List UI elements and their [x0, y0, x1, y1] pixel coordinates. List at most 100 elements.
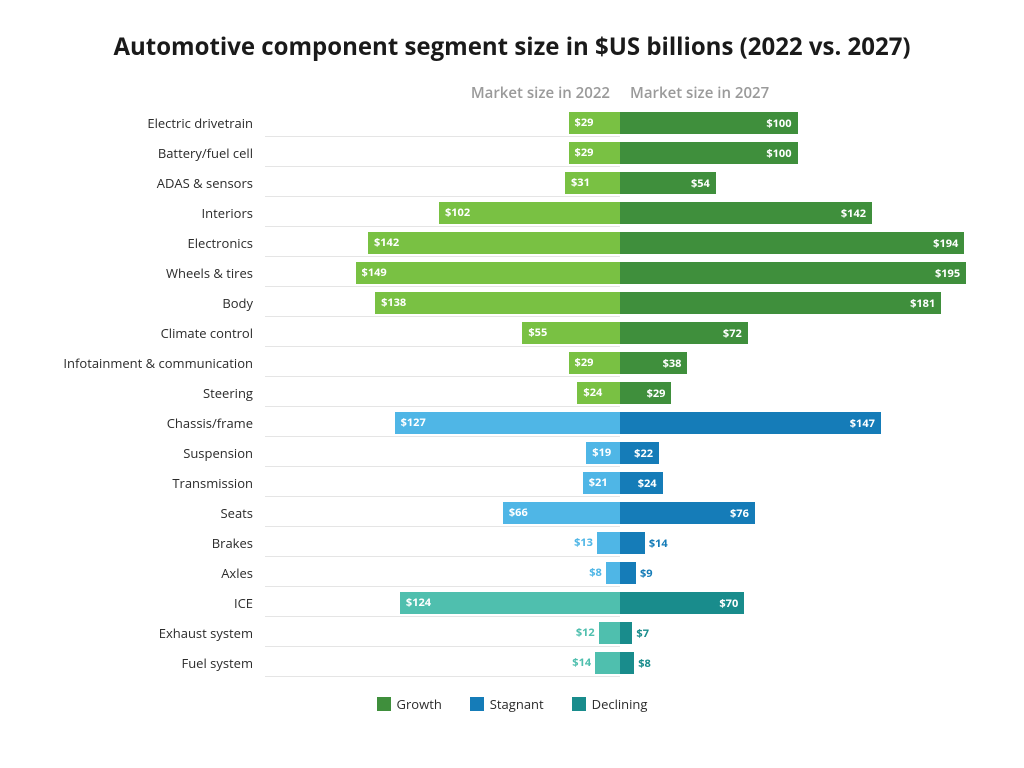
category-label: ADAS & sensors: [40, 174, 265, 192]
value-2027: $147: [850, 416, 875, 431]
bar-2027-container: $72: [620, 319, 975, 347]
header-2027: Market size in 2027: [620, 83, 975, 103]
value-2027: $29: [647, 386, 666, 401]
value-2022: $13: [574, 535, 593, 550]
category-label: Transmission: [40, 474, 265, 492]
bar-group: $124 $70: [265, 589, 975, 617]
value-2027: $9: [640, 566, 653, 581]
bar-2027: $76: [620, 502, 755, 524]
bar-2027-container: $14: [620, 529, 975, 557]
value-2027: $194: [933, 236, 958, 251]
chart-row: Electronics $142 $194: [40, 229, 984, 257]
bar-2022: $142: [368, 232, 620, 254]
legend-swatch: [572, 697, 586, 711]
legend-label: Stagnant: [490, 695, 544, 713]
bar-2022: [599, 622, 620, 644]
bar-2027-container: $195: [620, 259, 975, 287]
bar-group: $29 $100: [265, 139, 975, 167]
bar-group: $55 $72: [265, 319, 975, 347]
bar-2027: [620, 652, 634, 674]
category-label: Steering: [40, 384, 265, 402]
chart-row: Exhaust system$12$7: [40, 619, 984, 647]
category-label: Wheels & tires: [40, 264, 265, 282]
category-label: ICE: [40, 594, 265, 612]
bar-2022: $138: [375, 292, 620, 314]
bar-2027: [620, 562, 636, 584]
column-headers: Market size in 2022 Market size in 2027: [40, 83, 984, 103]
bar-group: $8 $9: [265, 559, 975, 587]
bar-2022: [595, 652, 620, 674]
value-2022: $31: [571, 175, 590, 190]
category-label: Chassis/frame: [40, 414, 265, 432]
bar-2027: $54: [620, 172, 716, 194]
value-2027: $100: [766, 146, 791, 161]
value-2027: $70: [719, 596, 738, 611]
legend: GrowthStagnantDeclining: [40, 695, 984, 713]
value-2022: $55: [528, 325, 547, 340]
value-2027: $8: [638, 656, 651, 671]
bar-2022-container: $14: [265, 649, 620, 677]
value-2027: $14: [649, 536, 668, 551]
chart-row: Climate control$55$72: [40, 319, 984, 347]
value-2027: $195: [935, 266, 960, 281]
category-label: Electric drivetrain: [40, 114, 265, 132]
value-2022: $102: [445, 205, 470, 220]
value-2027: $7: [636, 626, 649, 641]
bar-2022-container: $29: [265, 109, 620, 137]
chart-row: Fuel system$14$8: [40, 649, 984, 677]
value-2027: $76: [730, 506, 749, 521]
chart-row: Axles$8$9: [40, 559, 984, 587]
bar-2027: $100: [620, 112, 798, 134]
bar-2022: $19: [586, 442, 620, 464]
bar-2022-container: $29: [265, 349, 620, 377]
bar-2027: $38: [620, 352, 687, 374]
bar-2022-container: $8: [265, 559, 620, 587]
chart-row: Electric drivetrain $29 $100: [40, 109, 984, 137]
chart-row: Chassis/frame $127 $147: [40, 409, 984, 437]
bar-group: $66 $76: [265, 499, 975, 527]
bar-2022-container: $149: [265, 259, 620, 287]
header-spacer: [40, 83, 265, 103]
value-2022: $21: [589, 475, 608, 490]
value-2022: $24: [583, 385, 602, 400]
bar-2022-container: $66: [265, 499, 620, 527]
bar-2027-container: $147: [620, 409, 975, 437]
bar-group: $12$7: [265, 619, 975, 647]
chart-title: Automotive component segment size in $US…: [40, 30, 984, 63]
category-label: Exhaust system: [40, 624, 265, 642]
value-2022: $66: [509, 505, 528, 520]
bar-group: $14 $8: [265, 649, 975, 677]
category-label: Suspension: [40, 444, 265, 462]
category-label: Electronics: [40, 234, 265, 252]
bar-2027-container: $194: [620, 229, 975, 257]
bar-2027-container: $22: [620, 439, 975, 467]
bar-2027: [620, 622, 632, 644]
bar-2027-container: $8: [620, 649, 975, 677]
category-label: Interiors: [40, 204, 265, 222]
bar-group: $31 $54: [265, 169, 975, 197]
value-2022: $29: [575, 145, 594, 160]
bar-2022: [597, 532, 620, 554]
value-2022: $127: [401, 415, 426, 430]
bar-2022: $149: [356, 262, 620, 284]
header-2022: Market size in 2022: [265, 83, 620, 103]
chart-row: Wheels & tires $149 $195: [40, 259, 984, 287]
bar-2022: $21: [583, 472, 620, 494]
bar-2022: $31: [565, 172, 620, 194]
bar-2027: $147: [620, 412, 881, 434]
category-label: Seats: [40, 504, 265, 522]
bar-2027: [620, 532, 645, 554]
bar-group: $19$22: [265, 439, 975, 467]
category-label: Infotainment & communication: [40, 354, 265, 372]
value-2022: $29: [575, 115, 594, 130]
legend-item: Stagnant: [470, 695, 544, 713]
chart-row: ADAS & sensors $31 $54: [40, 169, 984, 197]
bar-group: $102$142: [265, 199, 975, 227]
bar-2022: $102: [439, 202, 620, 224]
chart-row: Interiors$102$142: [40, 199, 984, 227]
value-2022: $149: [362, 265, 387, 280]
bar-2022-container: $124: [265, 589, 620, 617]
bar-2027-container: $24: [620, 469, 975, 497]
chart-row: ICE$124 $70: [40, 589, 984, 617]
bar-2022: $55: [522, 322, 620, 344]
